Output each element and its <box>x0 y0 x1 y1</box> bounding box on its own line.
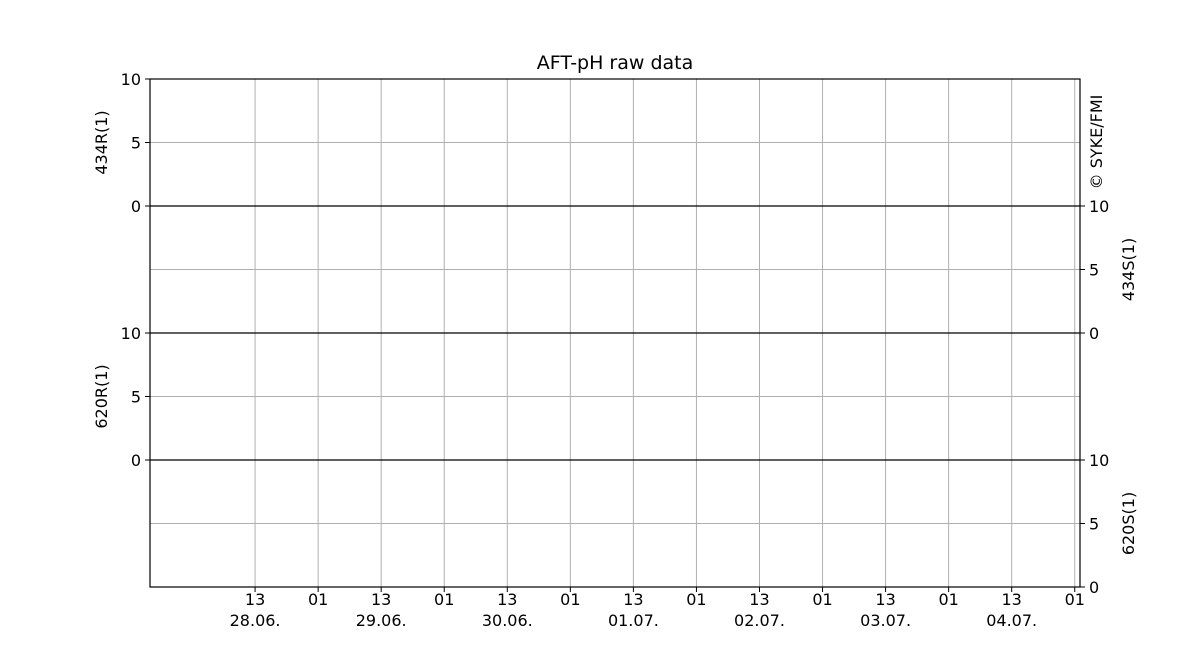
y-tick-label: 0 <box>1089 578 1099 597</box>
x-tick-label: 01 <box>1065 590 1085 609</box>
x-tick-label: 01 <box>560 590 580 609</box>
x-tick-label: 13 <box>1002 590 1022 609</box>
y-tick-label: 10 <box>121 70 141 89</box>
y-tick-label: 5 <box>131 134 141 153</box>
chart-title: AFT-pH raw data <box>537 52 694 74</box>
x-tick-label: 01 <box>308 590 328 609</box>
panel-ylabel: 434R(1) <box>92 110 111 174</box>
x-tick-label: 01 <box>434 590 454 609</box>
x-tick-label: 13 <box>497 590 517 609</box>
y-tick-label: 0 <box>131 451 141 470</box>
x-day-label: 03.07. <box>860 611 911 630</box>
y-tick-label: 10 <box>1089 451 1109 470</box>
x-day-label: 02.07. <box>734 611 785 630</box>
x-day-label: 28.06. <box>230 611 281 630</box>
x-day-label: 30.06. <box>482 611 533 630</box>
y-tick-label: 10 <box>1089 197 1109 216</box>
x-tick-label: 13 <box>623 590 643 609</box>
x-tick-label: 01 <box>812 590 832 609</box>
x-tick-label: 13 <box>371 590 391 609</box>
x-tick-label: 13 <box>749 590 769 609</box>
x-tick-label: 01 <box>938 590 958 609</box>
panel-ylabel: 620R(1) <box>92 364 111 428</box>
y-tick-label: 5 <box>1089 515 1099 534</box>
x-day-label: 29.06. <box>356 611 407 630</box>
x-tick-label: 01 <box>686 590 706 609</box>
y-tick-label: 5 <box>131 388 141 407</box>
panel-ylabel: 434S(1) <box>1119 238 1138 301</box>
panel-ylabel: 620S(1) <box>1119 492 1138 555</box>
y-tick-label: 10 <box>121 324 141 343</box>
y-tick-label: 5 <box>1089 261 1099 280</box>
x-tick-label: 13 <box>245 590 265 609</box>
x-tick-label: 13 <box>875 590 895 609</box>
x-day-label: 04.07. <box>986 611 1037 630</box>
frame-layer <box>149 78 1081 588</box>
credit-label: © SYKE/FMI <box>1087 95 1106 190</box>
y-tick-label: 0 <box>131 197 141 216</box>
y-tick-label: 0 <box>1089 324 1099 343</box>
ticks-layer: 13 01 13 01 13 01 13 01 13 01 13 01 13 01 28.06. 29.06.… <box>92 70 1138 630</box>
x-day-label: 01.07. <box>608 611 659 630</box>
